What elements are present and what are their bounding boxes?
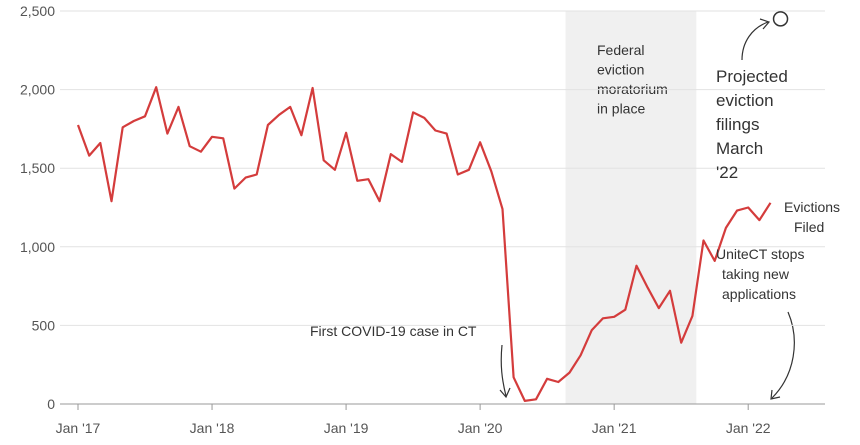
span-label: in place — [597, 101, 645, 117]
series-label: Filed — [794, 219, 824, 235]
annotation-arrow — [500, 344, 507, 397]
projected-point — [772, 11, 789, 27]
annotation: UniteCT stops — [716, 246, 804, 262]
annotation-arrow — [771, 311, 795, 399]
span-label: Federal — [597, 42, 644, 58]
series-label: Projected — [716, 67, 788, 86]
arrow-head — [770, 389, 781, 400]
x-tick-label: Jan '22 — [726, 420, 771, 436]
annotation: First COVID-19 case in CT — [310, 323, 477, 339]
series-label: Evictions — [784, 199, 840, 215]
arrow-head — [499, 387, 511, 399]
y-tick-label: 1,000 — [20, 239, 55, 255]
y-tick-label: 2,500 — [20, 3, 55, 19]
x-tick-label: Jan '18 — [190, 420, 235, 436]
annotation-arrow — [741, 21, 769, 61]
x-tick-label: Jan '21 — [592, 420, 637, 436]
series-label: March — [716, 139, 763, 158]
series-line — [76, 86, 772, 402]
span-label: moratorium — [597, 81, 668, 97]
series-label: filings — [716, 115, 759, 134]
x-tick-label: Jan '20 — [458, 420, 503, 436]
arrow-head — [759, 18, 771, 30]
x-tick-label: Jan '19 — [324, 420, 369, 436]
y-tick-label: 0 — [47, 396, 55, 412]
x-tick-label: Jan '17 — [56, 420, 101, 436]
span-label: eviction — [597, 62, 644, 78]
y-tick-label: 500 — [32, 317, 56, 333]
annotation: taking new — [722, 266, 790, 282]
y-tick-label: 2,000 — [20, 82, 55, 98]
y-tick-label: 1,500 — [20, 160, 55, 176]
series-label: '22 — [716, 163, 738, 182]
annotation: applications — [722, 286, 796, 302]
series-label: eviction — [716, 91, 774, 110]
